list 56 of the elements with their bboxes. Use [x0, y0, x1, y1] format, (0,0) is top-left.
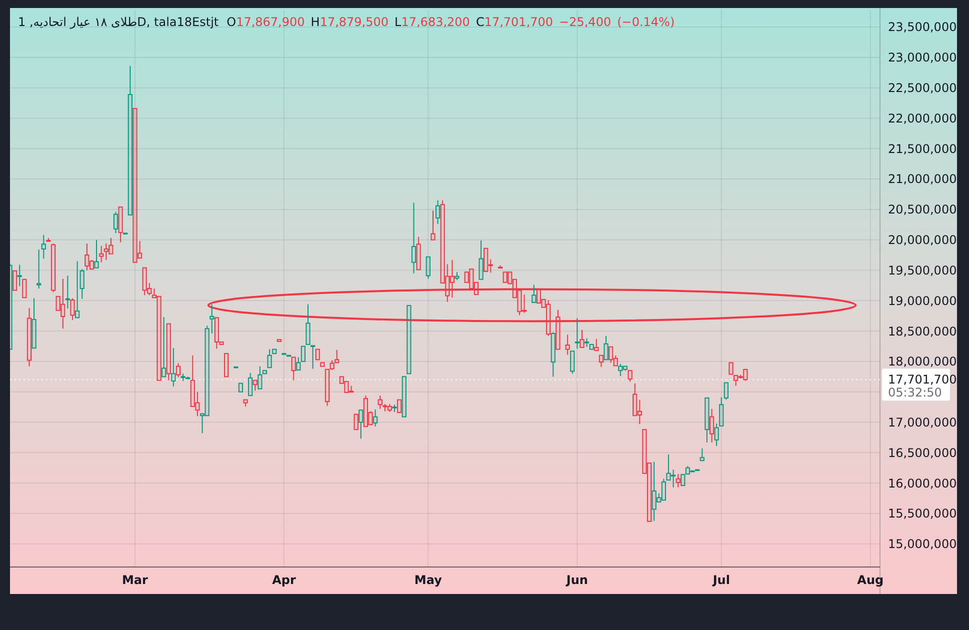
y-tick-label: 20,500,000 [888, 202, 957, 217]
y-tick-label: 15,000,000 [888, 537, 957, 552]
y-tick-label: 18,500,000 [888, 324, 957, 338]
y-tick-label: 22,500,000 [888, 81, 957, 96]
x-tick-label: Jun [565, 573, 588, 587]
candlestick [373, 409, 378, 428]
candlestick [210, 304, 214, 334]
candlestick [574, 318, 580, 350]
y-tick-label: 15,500,000 [888, 506, 957, 521]
candlestick [180, 373, 186, 382]
text: 05:32:50 [888, 386, 942, 400]
candlestick [454, 272, 460, 280]
x-tick-label: Aug [857, 573, 884, 587]
y-tick-label: 19,000,000 [888, 294, 957, 308]
candlestick [488, 258, 493, 274]
candlestick [565, 334, 570, 356]
candlestick [652, 461, 656, 522]
y-tick-label: 22,000,000 [888, 111, 957, 126]
candlestick [171, 348, 176, 387]
y-tick-label: 18,000,000 [888, 354, 957, 369]
candlestick [411, 202, 416, 274]
x-tick-label: May [414, 573, 442, 587]
candlestick [618, 363, 623, 377]
y-tick-label: 21,500,000 [888, 142, 957, 156]
y-tick-label: 20,000,000 [888, 233, 957, 248]
y-tick-label: 16,500,000 [888, 446, 957, 460]
y-tick-label: 23,000,000 [888, 50, 957, 65]
text: O17,867,900 H17,879,500 L17,683,200 C17,701,700 −25,400 (−0.14%) [226, 15, 675, 29]
y-tick-label: 16,000,000 [888, 476, 957, 490]
ref-line-label: 17,701,700 [888, 372, 957, 387]
candlestick [546, 300, 551, 336]
candlestick [709, 408, 714, 443]
candlestick [450, 259, 455, 298]
candlestick [387, 404, 392, 412]
candlestick [637, 399, 642, 425]
candlestick [378, 395, 382, 410]
y-tick-label: 23,500,000 [888, 20, 957, 34]
candlestick [195, 391, 200, 417]
text: طلای ۱۸ عیار اتحادیه, 1D, tala18Estjt [18, 15, 219, 29]
candlestick [671, 469, 676, 488]
candlestick [445, 264, 450, 302]
candlestick [676, 473, 680, 488]
candlestick [714, 422, 719, 446]
candlestick [358, 410, 364, 440]
candlestick [382, 404, 388, 412]
candlestick [522, 294, 527, 314]
y-tick-label: 17,000,000 [888, 415, 957, 430]
x-tick-label: Mar [122, 573, 148, 587]
candlestick [435, 200, 440, 225]
y-tick-label: 19,500,000 [888, 263, 957, 278]
candlestick [176, 362, 181, 378]
x-tick-label: Jul [712, 573, 730, 587]
candlestick [584, 338, 590, 348]
y-tick-label: 21,000,000 [888, 172, 957, 186]
x-tick-label: Apr [272, 573, 296, 587]
candlestick [392, 404, 397, 412]
